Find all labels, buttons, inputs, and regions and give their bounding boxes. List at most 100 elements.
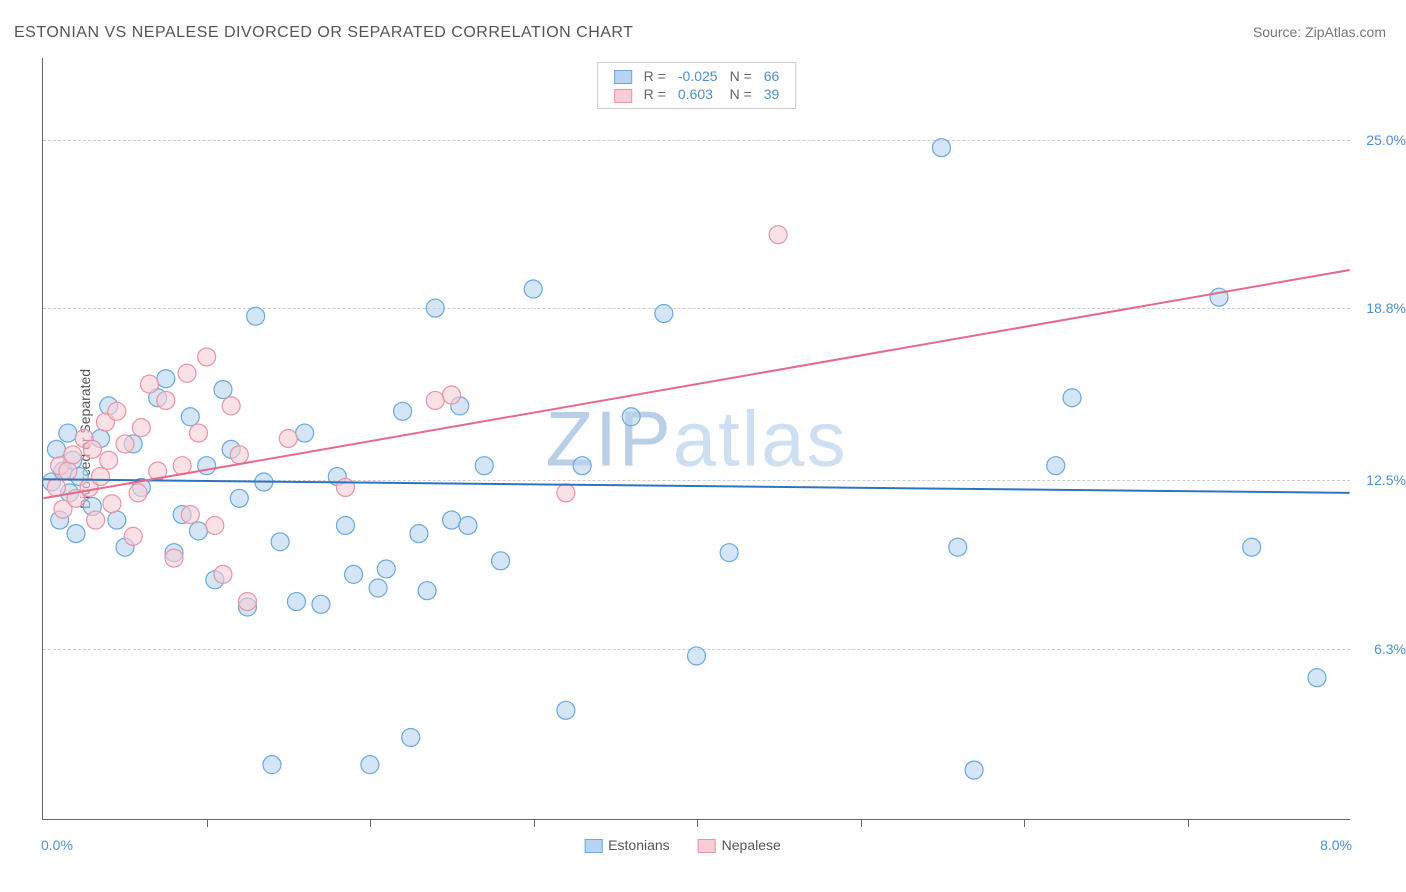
scatter-point — [769, 226, 787, 244]
x-tick — [370, 819, 371, 827]
x-axis-min-label: 0.0% — [41, 837, 73, 853]
legend-row: R =-0.025N =66 — [608, 67, 786, 85]
scatter-point — [189, 424, 207, 442]
scatter-point — [100, 451, 118, 469]
y-tick-label: 6.3% — [1374, 641, 1406, 657]
scatter-point — [279, 430, 297, 448]
scatter-point — [361, 756, 379, 774]
scatter-point — [157, 391, 175, 409]
scatter-point — [345, 565, 363, 583]
scatter-point — [222, 397, 240, 415]
scatter-point — [312, 595, 330, 613]
scatter-point — [720, 544, 738, 562]
legend-swatch-icon — [584, 839, 602, 853]
scatter-point — [459, 516, 477, 534]
scatter-point — [418, 582, 436, 600]
y-tick-label: 25.0% — [1366, 132, 1406, 148]
scatter-point — [402, 728, 420, 746]
scatter-point — [287, 593, 305, 611]
scatter-point — [475, 457, 493, 475]
x-tick — [861, 819, 862, 827]
y-tick-label: 12.5% — [1366, 472, 1406, 488]
scatter-point — [336, 478, 354, 496]
scatter-point — [369, 579, 387, 597]
scatter-point — [426, 391, 444, 409]
scatter-point — [92, 468, 110, 486]
legend-row: R =0.603N =39 — [608, 85, 786, 103]
scatter-point — [47, 478, 65, 496]
scatter-point — [141, 375, 159, 393]
series-legend: Estonians Nepalese — [584, 837, 809, 853]
legend-swatch-icon — [614, 89, 632, 103]
scatter-point — [108, 511, 126, 529]
y-tick-label: 18.8% — [1366, 300, 1406, 316]
scatter-point — [443, 386, 461, 404]
scatter-point — [214, 381, 232, 399]
scatter-point — [965, 761, 983, 779]
scatter-point — [116, 435, 134, 453]
legend-item: Nepalese — [698, 837, 781, 853]
scatter-point — [108, 402, 126, 420]
scatter-point — [64, 446, 82, 464]
legend-swatch-icon — [614, 70, 632, 84]
scatter-point — [157, 370, 175, 388]
scatter-point — [198, 457, 216, 475]
scatter-point — [230, 446, 248, 464]
scatter-point — [178, 364, 196, 382]
scatter-point — [214, 565, 232, 583]
scatter-point — [181, 408, 199, 426]
chart-title: ESTONIAN VS NEPALESE DIVORCED OR SEPARAT… — [14, 24, 633, 42]
scatter-point — [59, 424, 77, 442]
source-label: Source: ZipAtlas.com — [1253, 24, 1386, 40]
scatter-point — [103, 495, 121, 513]
scatter-point — [1243, 538, 1261, 556]
scatter-point — [1063, 389, 1081, 407]
scatter-point — [377, 560, 395, 578]
scatter-point — [557, 701, 575, 719]
scatter-point — [198, 348, 216, 366]
scatter-point — [655, 304, 673, 322]
scatter-point — [622, 408, 640, 426]
scatter-point — [189, 522, 207, 540]
scatter-point — [206, 516, 224, 534]
scatter-point — [59, 462, 77, 480]
scatter-point — [296, 424, 314, 442]
trend-line-nepalese — [43, 270, 1349, 498]
scatter-point — [124, 527, 142, 545]
scatter-plot-svg — [43, 58, 1350, 819]
scatter-point — [426, 299, 444, 317]
scatter-point — [410, 525, 428, 543]
scatter-point — [230, 489, 248, 507]
scatter-point — [443, 511, 461, 529]
scatter-point — [271, 533, 289, 551]
scatter-point — [263, 756, 281, 774]
scatter-point — [67, 525, 85, 543]
scatter-point — [688, 647, 706, 665]
x-tick — [207, 819, 208, 827]
scatter-point — [165, 549, 183, 567]
scatter-point — [492, 552, 510, 570]
x-tick — [534, 819, 535, 827]
scatter-point — [524, 280, 542, 298]
legend-swatch-icon — [698, 839, 716, 853]
scatter-point — [394, 402, 412, 420]
chart-plot-area: Divorced or Separated 6.3%12.5%18.8%25.0… — [42, 58, 1350, 820]
correlation-legend: R =-0.025N =66R =0.603N =39 — [597, 62, 797, 109]
scatter-point — [949, 538, 967, 556]
scatter-point — [47, 440, 65, 458]
scatter-point — [238, 593, 256, 611]
scatter-point — [129, 484, 147, 502]
scatter-point — [87, 511, 105, 529]
scatter-point — [132, 419, 150, 437]
legend-item: Estonians — [584, 837, 669, 853]
x-axis-max-label: 8.0% — [1320, 837, 1352, 853]
scatter-point — [932, 139, 950, 157]
x-tick — [697, 819, 698, 827]
scatter-point — [1047, 457, 1065, 475]
scatter-point — [181, 506, 199, 524]
x-tick — [1188, 819, 1189, 827]
x-tick — [1024, 819, 1025, 827]
scatter-point — [573, 457, 591, 475]
scatter-point — [1308, 669, 1326, 687]
scatter-point — [247, 307, 265, 325]
